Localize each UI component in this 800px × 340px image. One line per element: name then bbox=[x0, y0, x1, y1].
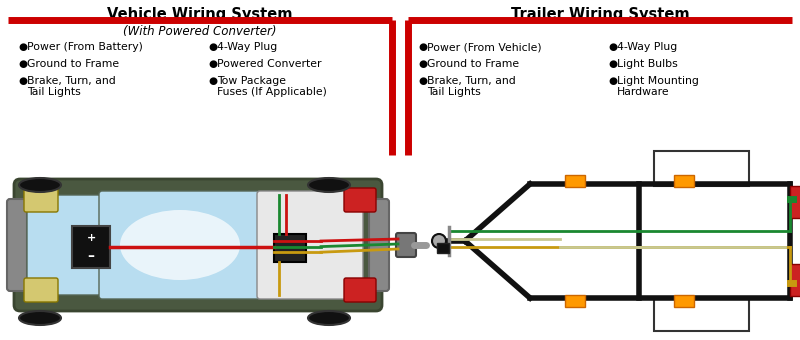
Ellipse shape bbox=[19, 178, 61, 192]
Text: ●: ● bbox=[208, 42, 217, 52]
FancyBboxPatch shape bbox=[654, 298, 749, 331]
FancyBboxPatch shape bbox=[257, 191, 363, 299]
Text: Tail Lights: Tail Lights bbox=[427, 87, 481, 97]
Text: Light Bulbs: Light Bulbs bbox=[617, 59, 678, 69]
Text: ●: ● bbox=[418, 76, 427, 86]
FancyBboxPatch shape bbox=[437, 243, 449, 253]
Text: ●: ● bbox=[208, 76, 217, 86]
FancyBboxPatch shape bbox=[7, 199, 27, 291]
Text: ●: ● bbox=[18, 76, 27, 86]
FancyBboxPatch shape bbox=[790, 264, 800, 296]
Text: ●: ● bbox=[208, 59, 217, 69]
Text: 4-Way Plug: 4-Way Plug bbox=[217, 42, 278, 52]
FancyBboxPatch shape bbox=[14, 179, 382, 311]
Text: Powered Converter: Powered Converter bbox=[217, 59, 322, 69]
FancyBboxPatch shape bbox=[565, 295, 585, 307]
Ellipse shape bbox=[19, 311, 61, 325]
Text: Power (From Battery): Power (From Battery) bbox=[27, 42, 143, 52]
Text: Light Mounting: Light Mounting bbox=[617, 76, 699, 86]
FancyBboxPatch shape bbox=[790, 186, 800, 218]
FancyBboxPatch shape bbox=[274, 234, 306, 262]
FancyBboxPatch shape bbox=[344, 278, 376, 302]
Text: –: – bbox=[87, 249, 94, 263]
Text: Ground to Frame: Ground to Frame bbox=[27, 59, 119, 69]
FancyBboxPatch shape bbox=[654, 151, 749, 186]
Text: Trailer Wiring System: Trailer Wiring System bbox=[510, 7, 690, 22]
FancyBboxPatch shape bbox=[72, 226, 110, 268]
Text: Fuses (If Applicable): Fuses (If Applicable) bbox=[217, 87, 327, 97]
FancyBboxPatch shape bbox=[99, 191, 260, 299]
Circle shape bbox=[432, 234, 446, 248]
FancyBboxPatch shape bbox=[24, 188, 58, 212]
Text: +: + bbox=[86, 233, 96, 243]
Text: ●: ● bbox=[608, 76, 617, 86]
Text: Brake, Turn, and: Brake, Turn, and bbox=[427, 76, 516, 86]
Text: Brake, Turn, and: Brake, Turn, and bbox=[27, 76, 116, 86]
Text: 4-Way Plug: 4-Way Plug bbox=[617, 42, 678, 52]
Text: Tail Lights: Tail Lights bbox=[27, 87, 81, 97]
Text: ●: ● bbox=[18, 59, 27, 69]
FancyBboxPatch shape bbox=[674, 175, 694, 187]
Text: Vehicle Wiring System: Vehicle Wiring System bbox=[107, 7, 293, 22]
Ellipse shape bbox=[308, 178, 350, 192]
FancyBboxPatch shape bbox=[344, 188, 376, 212]
Text: (With Powered Converter): (With Powered Converter) bbox=[123, 25, 277, 38]
Text: Hardware: Hardware bbox=[617, 87, 670, 97]
FancyBboxPatch shape bbox=[27, 195, 101, 295]
FancyBboxPatch shape bbox=[24, 278, 58, 302]
FancyBboxPatch shape bbox=[369, 199, 389, 291]
Text: Ground to Frame: Ground to Frame bbox=[427, 59, 519, 69]
Ellipse shape bbox=[308, 311, 350, 325]
Text: Tow Package: Tow Package bbox=[217, 76, 286, 86]
FancyBboxPatch shape bbox=[565, 175, 585, 187]
FancyBboxPatch shape bbox=[396, 233, 416, 257]
Ellipse shape bbox=[120, 210, 240, 280]
Text: ●: ● bbox=[418, 42, 427, 52]
Text: Power (From Vehicle): Power (From Vehicle) bbox=[427, 42, 542, 52]
Text: ●: ● bbox=[418, 59, 427, 69]
Text: ●: ● bbox=[608, 42, 617, 52]
Text: ●: ● bbox=[608, 59, 617, 69]
Text: ●: ● bbox=[18, 42, 27, 52]
FancyBboxPatch shape bbox=[674, 295, 694, 307]
